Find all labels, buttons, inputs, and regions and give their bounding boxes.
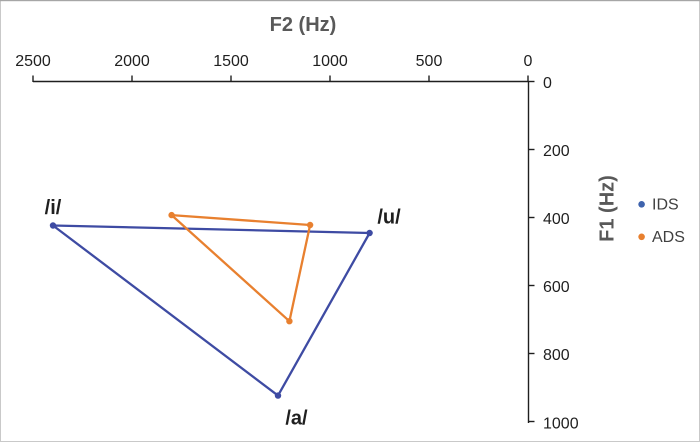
svg-text:500: 500 [416,53,443,70]
svg-text:1500: 1500 [213,53,249,70]
svg-text:/i/: /i/ [45,197,62,219]
svg-text:ADS: ADS [652,229,685,246]
svg-text:2500: 2500 [15,53,51,70]
svg-text:200: 200 [543,143,570,160]
svg-text:0: 0 [524,53,533,70]
svg-text:400: 400 [543,211,570,228]
svg-text:600: 600 [543,279,570,296]
svg-text:/a/: /a/ [285,408,308,430]
svg-text:1000: 1000 [543,416,579,433]
svg-text:F1 (Hz): F1 (Hz) [597,175,619,242]
svg-text:0: 0 [543,75,552,92]
svg-text:2000: 2000 [114,53,150,70]
svg-text:F2 (Hz): F2 (Hz) [270,14,337,36]
svg-text:/u/: /u/ [377,207,401,229]
svg-text:1000: 1000 [312,53,348,70]
svg-text:800: 800 [543,347,570,364]
svg-text:IDS: IDS [652,197,679,214]
